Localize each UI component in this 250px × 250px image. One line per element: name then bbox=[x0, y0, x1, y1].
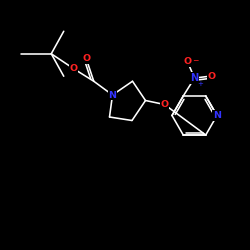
Text: O: O bbox=[184, 57, 192, 66]
Text: O: O bbox=[82, 54, 90, 63]
Text: O: O bbox=[208, 72, 216, 80]
Text: O: O bbox=[160, 100, 168, 109]
Text: +: + bbox=[197, 81, 203, 87]
Text: N: N bbox=[213, 111, 221, 120]
Text: N: N bbox=[108, 90, 116, 100]
Text: N: N bbox=[190, 73, 198, 83]
Text: −: − bbox=[192, 56, 198, 65]
Text: O: O bbox=[70, 64, 78, 73]
